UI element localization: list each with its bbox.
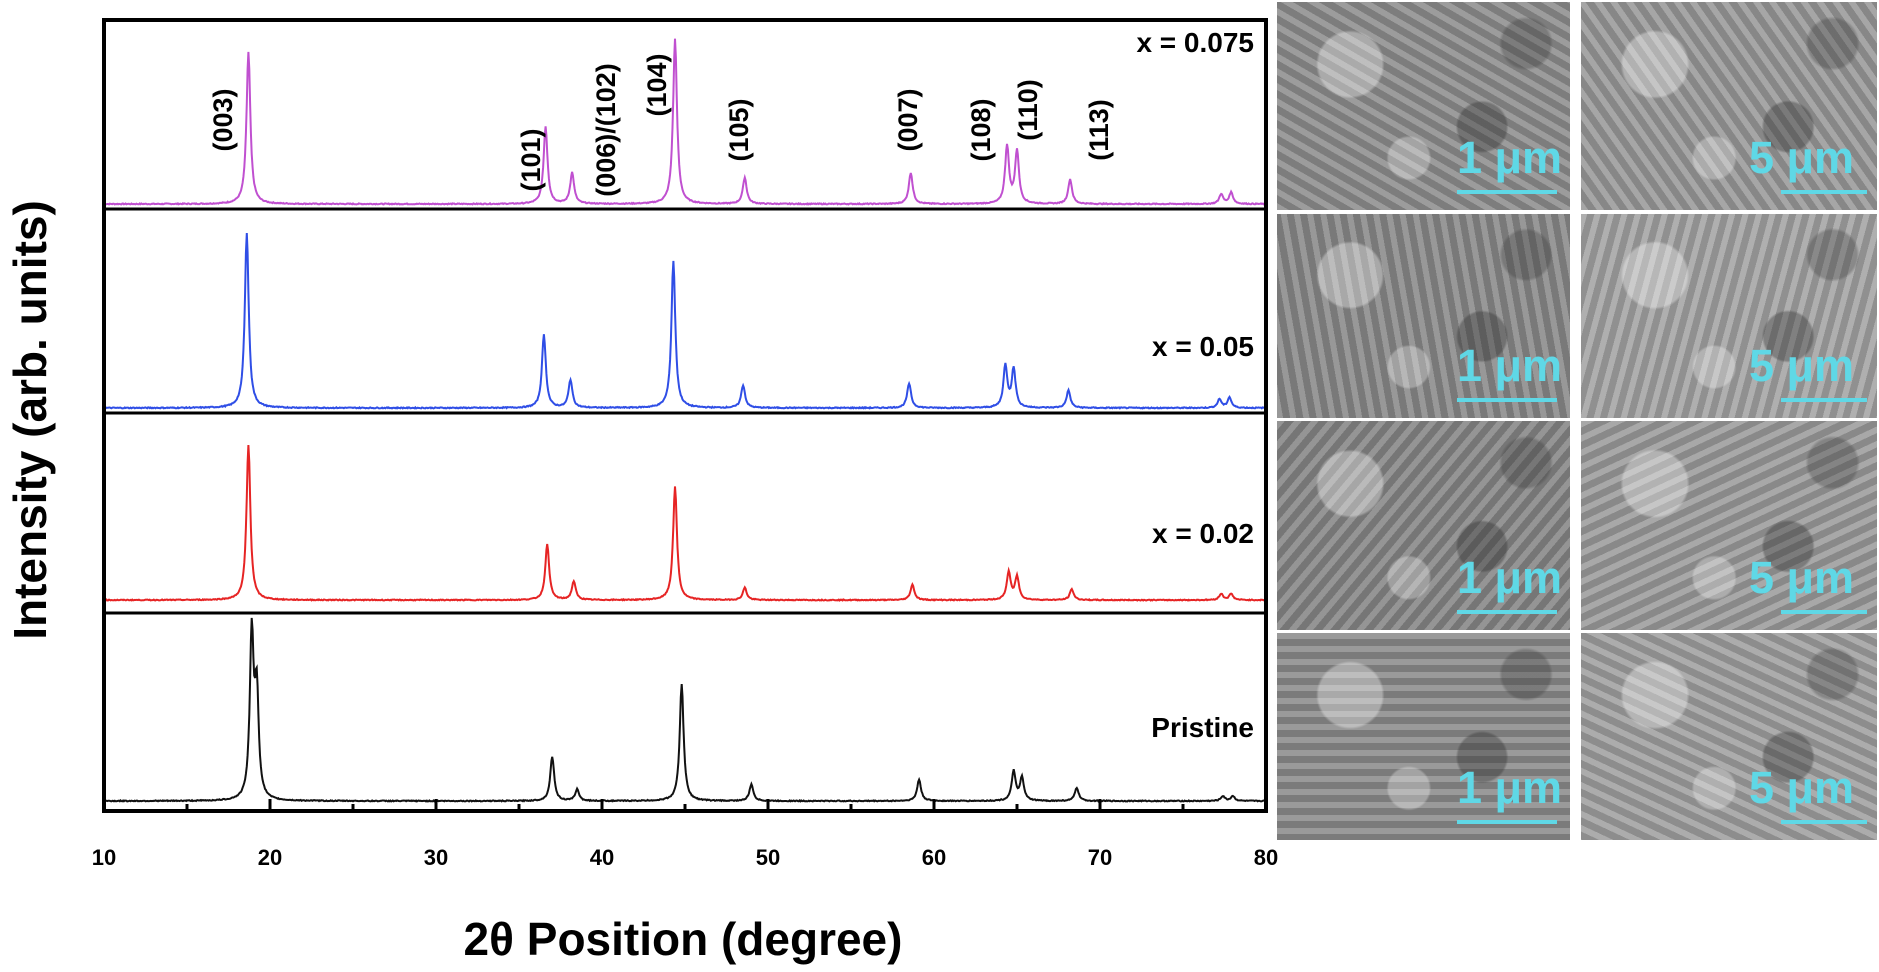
scale-bar (1457, 820, 1557, 824)
reflection-label: (101) (516, 128, 546, 191)
series-label: x = 0.075 (1136, 27, 1254, 58)
x-tick-label: 70 (1088, 845, 1112, 870)
sem-image (1581, 2, 1877, 210)
scale-bar-label: 1 μm (1457, 552, 1563, 603)
sem-image (1277, 421, 1570, 630)
series-label: x = 0.02 (1152, 518, 1254, 549)
sem-image (1581, 633, 1877, 840)
scale-bar-label: 1 μm (1457, 132, 1563, 183)
reflection-label: (105) (724, 98, 754, 161)
series-line (103, 38, 1267, 206)
scale-bar (1457, 398, 1557, 402)
series-label: x = 0.05 (1152, 331, 1254, 362)
x-tick-label: 20 (258, 845, 282, 870)
scale-bar (1457, 610, 1557, 614)
scale-bar-label: 1 μm (1457, 762, 1563, 813)
scale-bar-label: 5 μm (1749, 340, 1855, 391)
x-tick-label: 40 (590, 845, 614, 870)
x-tick-label: 50 (756, 845, 780, 870)
scale-bar (1781, 398, 1867, 402)
reflection-label: (003) (208, 88, 238, 151)
sem-image (1581, 421, 1877, 630)
x-tick-label: 30 (424, 845, 448, 870)
scale-bar-label: 5 μm (1749, 132, 1855, 183)
series-line (103, 617, 1266, 803)
reflection-label: (110) (1013, 79, 1043, 141)
series-label: Pristine (1151, 712, 1254, 743)
y-axis-title: Intensity (arb. units) (4, 200, 56, 640)
reflection-label: (113) (1084, 99, 1114, 161)
sem-image (1277, 633, 1570, 840)
scale-bar-label: 1 μm (1457, 340, 1563, 391)
reflection-label: (108) (966, 98, 996, 161)
reflection-label: (006)/(102) (591, 63, 621, 197)
reflection-label: (007) (893, 88, 923, 151)
scale-bar (1781, 610, 1867, 614)
series-line (103, 233, 1267, 410)
sem-image (1277, 214, 1570, 418)
x-tick-label: 80 (1254, 845, 1278, 870)
reflection-label: (104) (642, 53, 672, 116)
scale-bar-label: 5 μm (1749, 762, 1855, 813)
scale-bar (1457, 190, 1557, 194)
series-line (103, 444, 1267, 602)
scale-bar (1781, 820, 1867, 824)
scale-bar (1781, 190, 1867, 194)
sem-image (1277, 2, 1570, 210)
x-tick-label: 10 (92, 845, 116, 870)
scale-bar-label: 5 μm (1749, 552, 1855, 603)
sem-image (1581, 214, 1877, 418)
x-axis-title: 2θ Position (degree) (464, 913, 903, 965)
x-tick-label: 60 (922, 845, 946, 870)
